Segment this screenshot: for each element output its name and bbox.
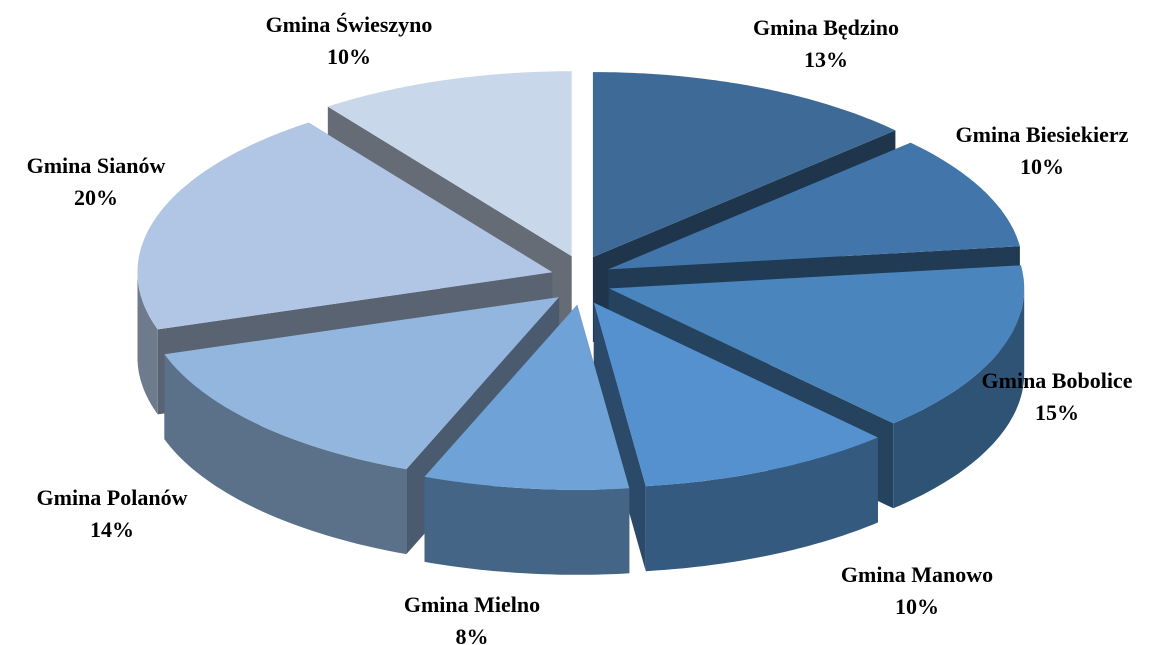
slice-label: Gmina Manowo bbox=[841, 562, 993, 587]
slice-value-label: 10% bbox=[327, 44, 371, 69]
slice-outer-wall bbox=[893, 288, 1025, 509]
slice-value-label: 10% bbox=[895, 594, 939, 619]
labels: Gmina Będzino 13% Gmina Biesiekierz 10% Gmin… bbox=[27, 12, 1133, 645]
slice-outer-wall bbox=[645, 437, 878, 572]
slice bbox=[424, 304, 630, 575]
slice-label: Gmina Mielno bbox=[404, 592, 540, 617]
slice-outer-wall bbox=[424, 476, 630, 575]
slice-top bbox=[137, 122, 553, 330]
slice-label: Gmina Polanów bbox=[37, 485, 188, 510]
slice-top bbox=[424, 304, 630, 490]
slice-top bbox=[327, 71, 572, 257]
slice-outer-wall bbox=[137, 272, 158, 415]
slice-label: Gmina Będzino bbox=[753, 15, 899, 40]
slice-label: Gmina Świeszyno bbox=[266, 12, 433, 37]
slice-radial-wall bbox=[593, 302, 646, 572]
slice-value-label: 14% bbox=[90, 517, 134, 542]
slice-top bbox=[592, 72, 896, 258]
slice-label: Gmina Sianów bbox=[27, 153, 166, 178]
slice bbox=[593, 302, 878, 572]
slice-value-label: 15% bbox=[1035, 400, 1079, 425]
slice-top bbox=[608, 142, 1020, 270]
slice-label: Gmina Biesiekierz bbox=[956, 122, 1129, 147]
slice bbox=[609, 265, 1025, 509]
slice-value-label: 8% bbox=[456, 624, 489, 645]
slice-top bbox=[164, 297, 560, 470]
slice-outer-wall bbox=[164, 354, 407, 555]
slice-label: Gmina Bobolice bbox=[982, 368, 1133, 393]
pie bbox=[137, 71, 1025, 575]
slice-top bbox=[593, 302, 878, 487]
slice-value-label: 10% bbox=[1020, 154, 1064, 179]
slice-value-label: 20% bbox=[74, 185, 118, 210]
slice-top bbox=[609, 265, 1025, 424]
slice-value-label: 13% bbox=[804, 47, 848, 72]
